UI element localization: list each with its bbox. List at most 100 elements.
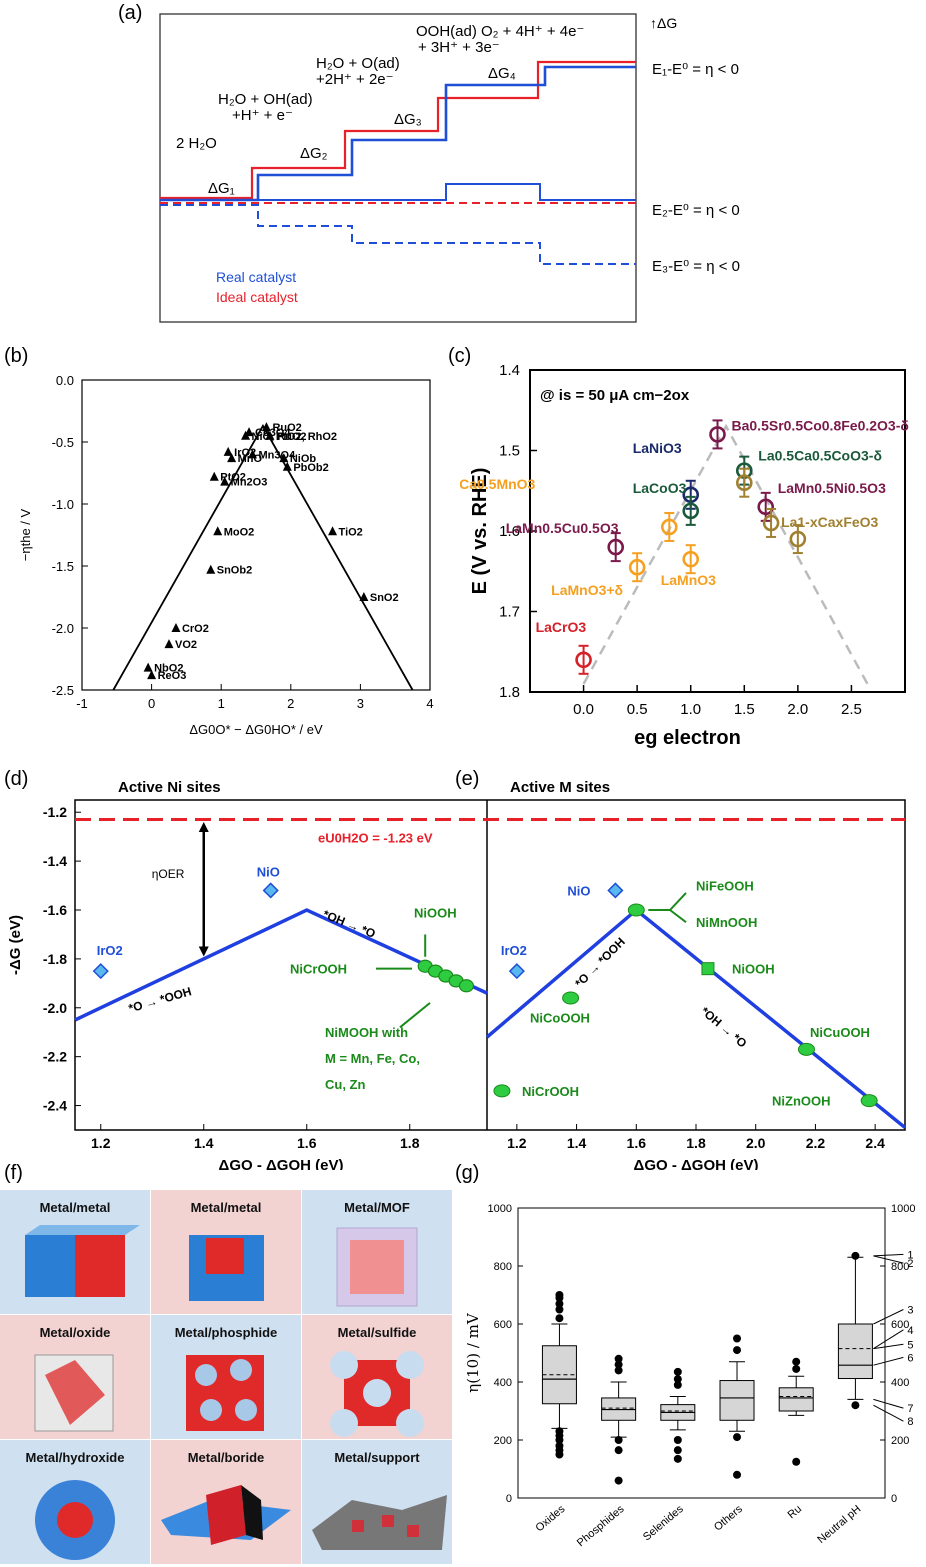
category-label: Neutral pH [815,1503,863,1546]
metal-core [206,1238,244,1274]
phosphide-patch [200,1399,222,1421]
point-label: NiOOH [732,962,775,977]
x-tick-label: 1.6 [627,1135,647,1151]
point-label: LaMnO3 [661,572,716,588]
outlier-point [614,1354,623,1363]
panel-d-title: Active Ni sites [118,779,221,796]
point-label: La0.5Ca0.5CoO3-δ [758,448,882,464]
x-tick-label: 1.6 [297,1135,317,1151]
data-point [265,430,275,440]
group-note: NiMOOH with [325,1025,408,1040]
data-point [206,564,216,574]
data-point [458,979,474,993]
point-label: RuO2 [272,422,301,434]
tile-label: Metal/sulfide [337,1325,417,1340]
data-point [328,526,338,536]
y-axis-label: E (V vs. RHE) [469,468,491,595]
x-axis-label: ΔGO - ΔGOH (eV) [219,1157,344,1170]
x-tick-label: 2.0 [787,701,808,718]
y-tick-label: 600 [494,1319,512,1331]
heterostructure-tile: Metal/sulfide [302,1315,452,1439]
arrow-head [198,946,209,957]
panel-de-volcano-plots: Active Ni sites Active M sites eU0H2O = -1… [7,779,907,1170]
tile-label: Metal/boride [187,1450,265,1465]
annotation-arrow [873,1356,904,1366]
tile-label: Metal/hydroxide [25,1450,125,1465]
e2-condition: E₂-E⁰ = η < 0 [652,202,740,219]
outlier-point [673,1436,682,1444]
point-label: CrO2 [182,623,209,635]
heterostructure-tile: Metal/metal [151,1190,301,1314]
panel-label-d: (d) [4,768,29,790]
outlier-point [614,1366,623,1375]
data-point [143,662,153,672]
annotation-arrow [873,1253,904,1257]
heterostructure-tile: Metal/support [302,1440,452,1564]
tile-label: Metal/phosphide [174,1325,278,1340]
point-label: ReO3 [158,670,187,682]
outlier-point [555,1427,564,1436]
group-note: M = Mn, Fe, Co, [325,1051,420,1066]
panel-b-volcano-plot: -1 0 1 2 3 4 0.0 -0.5 -1.0 -1.5 -2.0 -2.5 ΔG0O* − ΔG… [18,373,434,737]
y-tick-label: -2.4 [43,1098,67,1114]
data-point [359,592,369,601]
data-point [262,882,279,899]
y-tick-label: -1.6 [43,902,67,918]
data-point [789,530,807,548]
data-point [261,422,271,432]
data-point [757,498,775,516]
annotation-arrow [873,1329,904,1350]
annotation-label: 5 [907,1339,913,1351]
tile-label: Metal/MOF [344,1200,410,1215]
x-tick-label: 1.4 [567,1135,587,1151]
x-tick-label: 2.5 [841,701,862,718]
outlier-point [555,1441,564,1450]
panel-label-f: (f) [4,1162,23,1184]
metal-core [57,1502,93,1538]
point-label: Mn3O4 [259,449,297,461]
sulfide-sphere [330,1351,358,1379]
x-tick-label: 1.2 [507,1135,527,1151]
panel-a-energy-diagram: 2 H₂O H₂O + OH(ad) +H⁺ + e⁻ H₂O + O(ad) … [159,13,740,323]
dg-axis-label: ↑ΔG [650,15,677,31]
y-tick-label: 200 [494,1435,512,1447]
point-label: SnOb2 [217,565,252,577]
point-label: LaNiO3 [633,440,682,456]
annotation-label: 1 [907,1249,913,1261]
data-point [762,514,780,532]
x-tick-label: 2 [287,696,294,711]
heterostructure-tile: Metal/boride [151,1440,301,1564]
label-arrow [648,892,687,911]
reference-label: eU0H2O = -1.23 eV [318,831,433,846]
tile-label: Metal/support [334,1450,420,1465]
outlier-point [851,1251,860,1260]
point-label: La0.5Ca0.5MnO3 [460,476,536,492]
panel-label-c: (c) [448,345,472,367]
category-label: Phosphides [575,1503,627,1549]
metal-particle [352,1520,364,1532]
point-label: PbOb2 [293,462,328,474]
point-label: LaCoO3 [633,480,687,496]
category-label: Ru [786,1503,804,1521]
sulfide-sphere [396,1351,424,1379]
y-tick-label: 1.6 [499,523,520,540]
y-tick-label: 800 [494,1261,512,1273]
data-point [164,639,174,649]
point-label: MnO [238,453,263,465]
point-label: LaMn0.5Ni0.5O3 [778,480,886,496]
y-tick-label: -1.5 [52,559,74,574]
outlier-point [733,1334,742,1343]
sulfide-sphere [363,1379,391,1407]
category-label: Oxides [533,1503,567,1535]
metal-block [25,1235,75,1297]
label-arrow [669,909,687,924]
panel-e-title: Active M sites [510,779,610,796]
x-tick-label: 1.0 [680,701,701,718]
x-tick-label: 1.8 [686,1135,706,1151]
data-point [709,426,726,443]
dg1-label: ΔG₁ [208,180,235,197]
point-label: LaMn0.5Cu0.5O3 [506,520,619,536]
data-point [279,453,289,463]
point-label: NiO [567,883,590,898]
point-label: NiMnOOH [696,915,757,930]
